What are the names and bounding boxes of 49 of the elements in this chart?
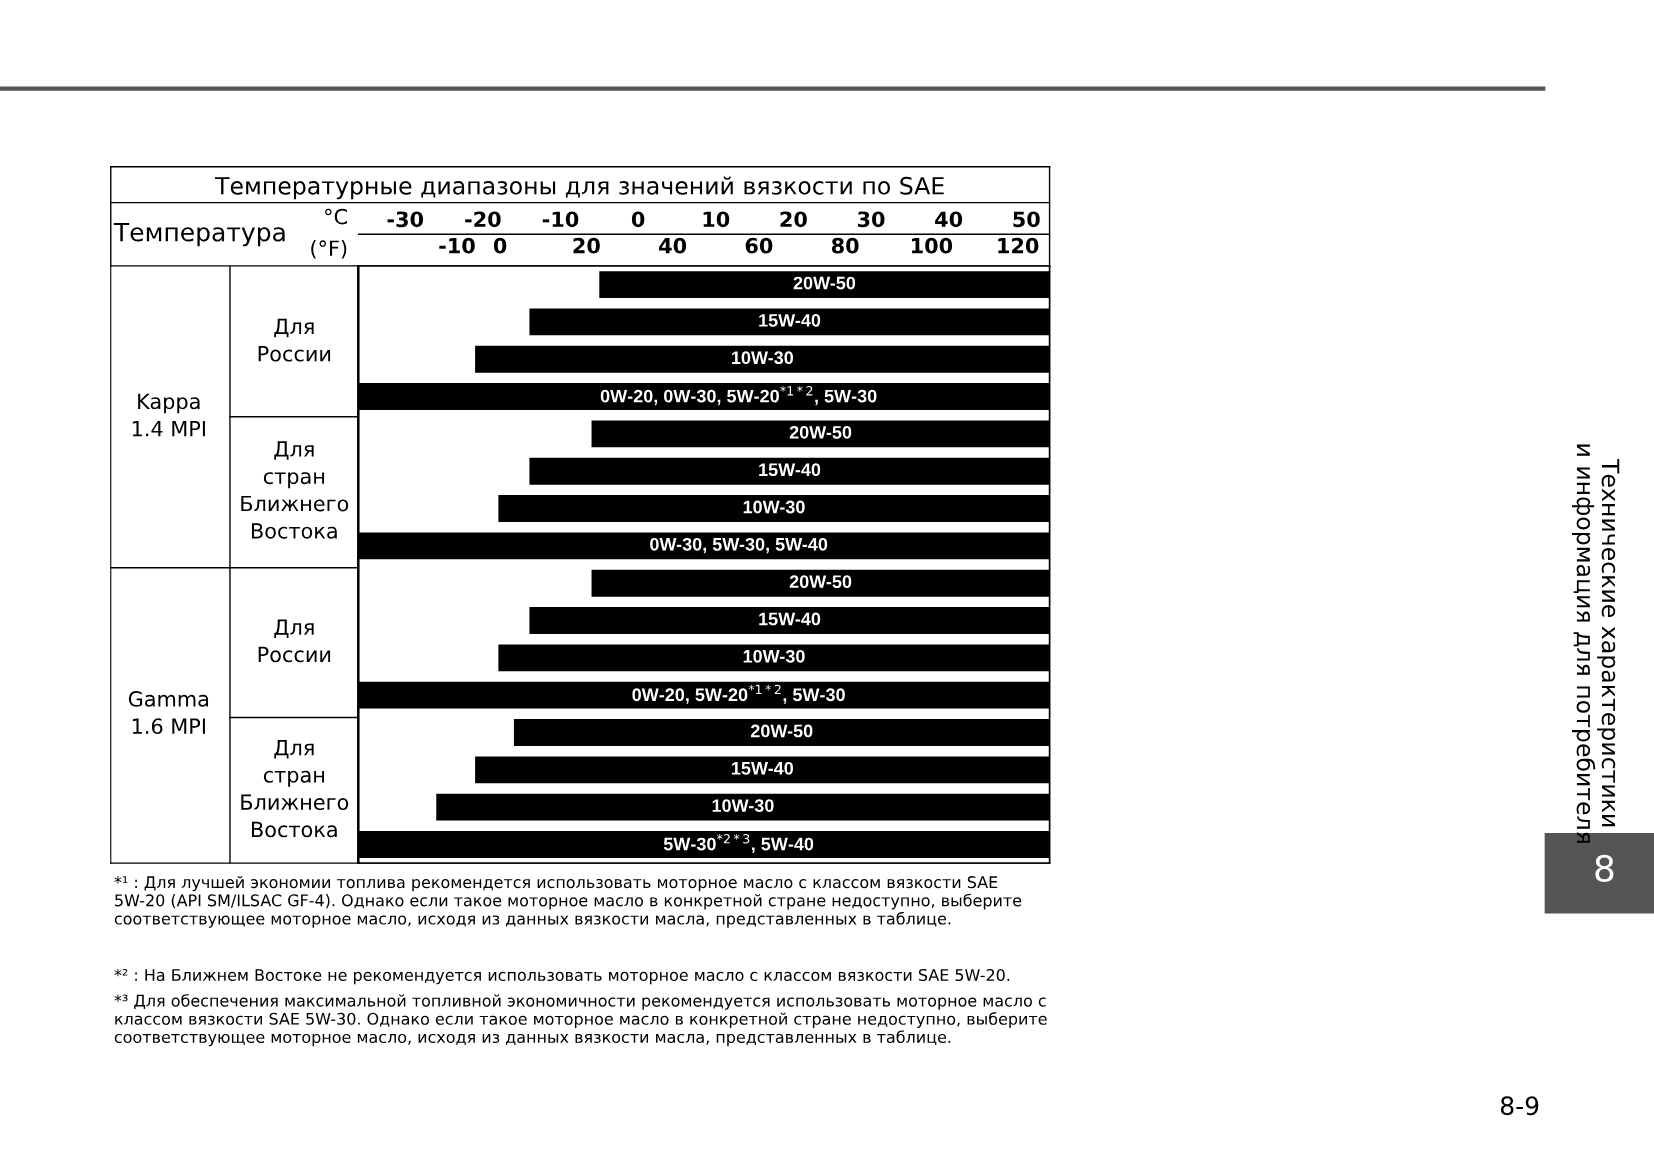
- text: Для России: [258, 619, 331, 663]
- x-axis-title: °C: [325, 208, 347, 225]
- text: Технические характеристики и информация для потребителя: [1572, 444, 1620, 843]
- x-tick-label: -30: [387, 211, 424, 228]
- x-tick-label: 50: [1013, 211, 1040, 228]
- y-tick-label: 10W-30: [732, 351, 794, 365]
- y-tick-label: 20W-50: [793, 276, 856, 290]
- y-tick-label: 10W-30: [743, 500, 805, 514]
- y-tick-label: 5W-30$^{*2*3}$, 5W-40: [663, 833, 814, 854]
- x-tick-label: -10: [542, 211, 579, 228]
- x-tick-label: 40: [935, 211, 963, 228]
- text: *¹ : Для лучшей экономии топлива рекомендется использовать моторное масло с классом вязкости SAE 5W-20 (API SM/ILSAC GF-4). Однако если такое моторное масло в конкретной стране недоступно, выберите соответствующее моторное масло, исходя из данных вязкости масла, представленных в таблице.: [114, 875, 1022, 928]
- x-tick-label: 20: [780, 211, 807, 228]
- x2-tick-label: 40: [659, 237, 687, 254]
- y-tick-label: 10W-30: [743, 649, 805, 663]
- text: Gamma 1.6 MPI: [128, 691, 209, 735]
- text: Kappa 1.4 MPI: [132, 393, 205, 437]
- x2-tick-label: 20: [573, 237, 600, 254]
- y-tick-label: 15W-40: [759, 612, 821, 626]
- text: *³ Для обеспечения максимальной топливной экономичности рекомендуется использовать моторное масло с классом вязкости SAE 5W-30. Однако если такое моторное масло в конкретной стране недоступно, выберите соответствующее моторное масло, исходя из данных вязкости масла, представленных в таблице.: [114, 994, 1047, 1047]
- y-tick-label: 10W-30: [712, 799, 774, 813]
- text: Для стран Ближнего Востока: [241, 441, 349, 539]
- x2-tick-label: 0: [493, 237, 507, 254]
- text: Для стран Ближнего Востока: [241, 739, 349, 838]
- text: 8-9: [1500, 1096, 1539, 1116]
- y-tick-label: 15W-40: [759, 313, 821, 327]
- chart-title: Температурные диапазоны для значений вязкости по SAE: [215, 176, 944, 200]
- y-tick-label: 15W-40: [759, 463, 821, 477]
- x-tick-label: 0: [631, 211, 645, 228]
- x2-tick-label: 120: [998, 237, 1039, 254]
- x2-tick-label: 80: [831, 237, 859, 254]
- text: *² : На Ближнем Востоке не рекомендуется использовать моторное масло с классом вязкости SAE 5W-20.: [114, 968, 1010, 985]
- x2-tick-label: -10: [439, 237, 475, 254]
- y-tick-label: 20W-50: [789, 575, 852, 589]
- y-tick-label: 20W-50: [789, 425, 852, 439]
- x-tick-label: -20: [465, 211, 501, 228]
- x-tick-label: 10: [703, 211, 730, 228]
- text: 8: [1595, 854, 1614, 883]
- y-tick-label: 0W-20, 0W-30, 5W-20$^{*1*2}$, 5W-30: [600, 386, 877, 406]
- y-tick-label: 20W-50: [750, 724, 813, 738]
- x2-tick-label: 60: [745, 237, 773, 254]
- y-tick-label: 0W-30, 5W-30, 5W-40: [650, 537, 828, 554]
- text: Температура: [113, 222, 285, 247]
- y-tick-label: 0W-20, 5W-20$^{*1*2}$, 5W-30: [632, 684, 845, 704]
- y-tick-label: 15W-40: [732, 761, 794, 775]
- x2-tick-label: 100: [912, 237, 953, 254]
- x-tick-label: 30: [857, 211, 885, 228]
- x2-axis-title: (°F): [311, 240, 347, 259]
- text: Для России: [258, 318, 331, 362]
